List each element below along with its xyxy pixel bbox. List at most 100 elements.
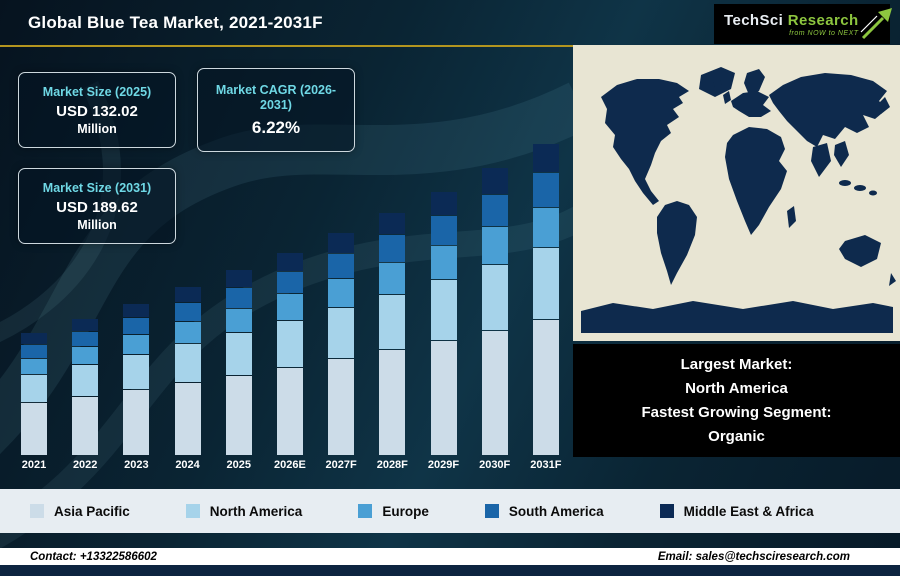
bar-segment-europe — [276, 294, 303, 321]
bar-segment-north-america — [328, 308, 355, 359]
logo-tagline: from NOW to NEXT — [789, 29, 859, 37]
bar-segment-north-america — [276, 321, 303, 367]
contact-text: Contact: +13322586602 — [30, 550, 157, 563]
header: Global Blue Tea Market, 2021-2031F TechS… — [0, 0, 900, 45]
header-underline — [0, 45, 573, 47]
x-axis-label: 2021 — [21, 459, 47, 471]
world-map — [573, 45, 900, 341]
bar-segment-europe — [481, 226, 508, 264]
stacked-bar-chart: 2021 2022 2023 2024 2025 2026E 2027F 2028F 2029F… — [14, 125, 566, 472]
footer: Contact: +13322586602 Email: sales@techs… — [0, 548, 900, 565]
legend-item: Asia Pacific — [30, 504, 130, 519]
x-axis-label: 2022 — [72, 459, 98, 471]
bar-segment-south-america — [430, 215, 457, 245]
bar-stack — [225, 270, 252, 455]
bar-stack — [481, 168, 508, 455]
x-axis-label: 2024 — [175, 459, 200, 471]
x-axis-label: 2023 — [124, 459, 149, 471]
bar-column: 2029F — [424, 191, 464, 472]
bar-segment-europe — [430, 245, 457, 280]
map-caption: Largest Market: North America Fastest Grow… — [573, 344, 900, 457]
x-axis-label: 2031F — [530, 459, 562, 471]
bar-segment-middle-east-africa — [430, 191, 457, 215]
arrow-icon — [860, 8, 892, 40]
bar-segment-north-america — [481, 264, 508, 330]
bar-segment-south-america — [379, 235, 406, 262]
bar-segment-south-america — [123, 317, 150, 335]
bar-stack — [430, 191, 457, 455]
legend-item: North America — [185, 503, 303, 519]
bar-column: 2031F — [526, 143, 566, 472]
bar-segment-north-america — [21, 374, 47, 403]
chart-legend: Asia Pacific North America Europe South Ame… — [0, 489, 900, 533]
bar-segment-asia-pacific — [21, 403, 47, 455]
bar-segment-south-america — [276, 271, 303, 294]
market-cagr-box: Market CAGR (2026-2031) 6.22% — [197, 68, 355, 152]
bar-segment-europe — [123, 335, 150, 355]
bar-segment-south-america — [481, 194, 508, 226]
bar-segment-asia-pacific — [123, 390, 150, 455]
techsci-logo: TechSci Research from NOW to NEXT — [714, 4, 892, 44]
bar-segment-asia-pacific — [276, 367, 303, 455]
bar-segment-south-america — [72, 331, 99, 347]
bar-segment-middle-east-africa — [481, 168, 508, 194]
bar-column: 2027F — [321, 233, 361, 472]
map-caption-line: Organic — [708, 427, 765, 445]
bar-segment-north-america — [379, 294, 406, 350]
bar-segment-europe — [328, 279, 355, 308]
bar-segment-middle-east-africa — [225, 270, 252, 287]
market-size-2025-value: USD 132.02 — [56, 102, 138, 120]
bar-segment-north-america — [123, 355, 150, 390]
bar-column: 2028F — [372, 212, 412, 472]
bar-segment-europe — [379, 262, 406, 294]
x-axis-label: 2026E — [274, 459, 306, 471]
x-axis-label: 2028F — [376, 459, 408, 471]
market-size-2031-label: Market Size (2031) — [42, 180, 152, 195]
bar-segment-asia-pacific — [174, 383, 201, 455]
bar-column: 2026E — [270, 252, 310, 472]
bar-stack — [174, 287, 201, 455]
bar-segment-middle-east-africa — [72, 318, 99, 331]
legend-label: North America — [209, 503, 303, 519]
bar-segment-europe — [225, 308, 252, 333]
logo-text: TechSci Research from NOW to NEXT — [724, 12, 859, 37]
bar-stack — [328, 233, 355, 455]
map-caption-line: Largest Market: — [680, 355, 793, 373]
bar-segment-middle-east-africa — [174, 287, 201, 303]
bar-segment-asia-pacific — [225, 375, 252, 455]
legend-swatch — [185, 504, 200, 518]
market-size-2025-unit: Million — [77, 121, 117, 136]
bar-segment-south-america — [174, 303, 201, 322]
legend-label: Middle East & Africa — [683, 503, 814, 519]
x-axis-label: 2030F — [479, 459, 511, 471]
bar-segment-asia-pacific — [72, 396, 99, 455]
legend-swatch — [484, 504, 499, 518]
bar-segment-europe — [21, 358, 47, 374]
bar-segment-south-america — [21, 344, 47, 358]
bar-segment-north-america — [532, 248, 559, 319]
bar-column: 2023 — [116, 303, 156, 472]
bar-segment-north-america — [174, 344, 201, 382]
legend-swatch — [659, 504, 674, 518]
market-size-2025-label: Market Size (2025) — [42, 84, 152, 99]
bar-segment-middle-east-africa — [123, 303, 150, 317]
bar-segment-north-america — [225, 333, 252, 375]
legend-label: Asia Pacific — [54, 503, 130, 519]
bar-column: 2024 — [168, 287, 208, 472]
bar-column: 2025 — [219, 270, 259, 472]
bar-stack — [72, 318, 99, 455]
world-map-panel — [573, 45, 900, 341]
logo-name: TechSci Research — [724, 11, 859, 29]
bar-segment-south-america — [328, 254, 355, 279]
bar-segment-middle-east-africa — [532, 143, 559, 172]
x-axis-label: 2029F — [427, 459, 460, 471]
bar-stack — [379, 212, 406, 455]
x-axis-label: 2027F — [325, 459, 357, 471]
email-text: Email: sales@techsciresearch.com — [657, 550, 850, 563]
bar-segment-europe — [174, 322, 201, 344]
bar-segment-middle-east-africa — [21, 332, 47, 344]
legend-item: Europe — [358, 504, 429, 519]
bar-stack — [532, 143, 559, 455]
market-size-2025-box: Market Size (2025) USD 132.02 Million — [18, 72, 176, 148]
